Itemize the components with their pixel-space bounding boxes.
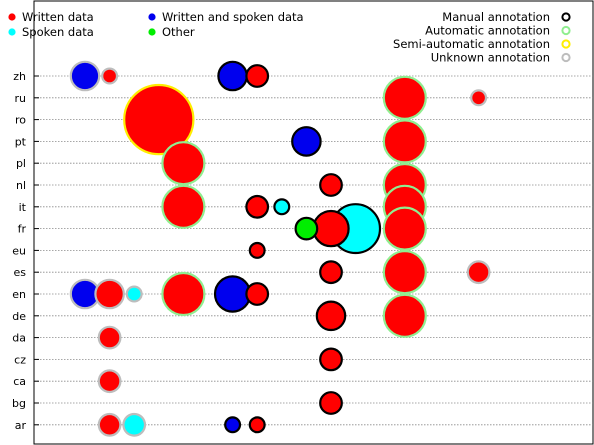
bubble-pl-5 (161, 141, 206, 186)
bubble-zh-7 (217, 60, 248, 92)
bubble-ru-17 (470, 89, 488, 107)
y-tick-label-fr: fr (18, 223, 27, 236)
y-tick-label-nl: nl (16, 179, 26, 192)
y-tick-label-pt: pt (15, 135, 27, 148)
bubble-nl-11 (319, 173, 343, 197)
bubble-ro-4 (123, 83, 195, 156)
y-tick-label-es: es (14, 266, 27, 279)
y-tick-label-zh: zh (13, 70, 26, 83)
y-tick-label-bg: bg (12, 397, 26, 410)
legend-label-unknown: Unknown annotation (431, 51, 550, 65)
y-tick-label-ca: ca (13, 375, 26, 388)
bubble-fr-10 (294, 216, 319, 241)
y-tick-label-en: en (12, 288, 26, 301)
y-tick-label-cz: cz (14, 353, 26, 366)
legend-dot-spoken (8, 28, 16, 36)
legend-label-manual: Manual annotation (442, 10, 550, 24)
y-axis-ticks: zh ru ro pt pl nl it fr eu es en de da cz ca bg ar (12, 70, 39, 432)
y-tick-label-de: de (12, 310, 26, 323)
bubble-da-2 (97, 325, 122, 350)
bubble-en-3 (125, 285, 143, 303)
legend-label-spoken: Spoken data (22, 25, 94, 39)
bubble-ar-8 (248, 416, 266, 434)
legend-dot-other (148, 28, 156, 36)
legend-label-written: Written data (22, 10, 94, 24)
bubble-it-9 (273, 198, 291, 216)
legend-label-other: Other (162, 25, 195, 39)
bubble-pt-10 (291, 126, 322, 157)
legend-ring-manual (561, 12, 571, 22)
y-tick-label-ar: ar (15, 419, 27, 432)
bubble-ca-2 (97, 369, 122, 394)
bubble-en-2 (94, 278, 125, 310)
legend-ring-semi-automatic (561, 39, 571, 49)
plot-frame (33, 0, 594, 445)
legend-dot-written-spoken (148, 13, 156, 21)
bubble-it-5 (161, 184, 206, 229)
bubble-zh-8 (245, 64, 270, 88)
legend-label-automatic: Automatic annotation (425, 24, 550, 38)
bubble-it-8 (245, 194, 270, 219)
bubble-ar-7 (224, 416, 242, 434)
legend-label-written-spoken: Written and spoken data (162, 10, 304, 24)
bubble-es-14 (382, 250, 427, 295)
legend-dot-written (8, 13, 16, 21)
legend: Written data Written and spoken data Spoke… (8, 10, 571, 65)
bubble-cz-11 (319, 347, 343, 372)
bubble-es-11 (319, 260, 343, 285)
y-tick-label-ru: ru (15, 92, 27, 105)
legend-ring-automatic (561, 25, 571, 36)
y-tick-label-eu: eu (12, 244, 26, 257)
legend-label-semi-automatic: Semi-automatic annotation (393, 37, 550, 51)
bubble-zh-1 (69, 60, 101, 92)
bubble-zh-2 (101, 67, 119, 85)
bubbles (69, 60, 491, 437)
bubble-de-14 (382, 293, 427, 338)
bubble-en-5 (161, 271, 206, 317)
bubble-en-8 (245, 282, 270, 306)
bubble-fr-14 (382, 206, 427, 251)
bubble-ar-2 (97, 412, 122, 437)
bubble-pt-14 (382, 119, 427, 164)
bubble-ru-14 (382, 75, 427, 120)
legend-ring-unknown (561, 52, 571, 63)
bubble-eu-8 (248, 241, 266, 259)
bubble-de-11 (315, 300, 347, 332)
y-tick-label-pl: pl (16, 157, 26, 170)
y-tick-label-ro: ro (15, 114, 26, 127)
bubble-es-17 (466, 260, 491, 285)
y-tick-label-it: it (19, 201, 27, 214)
bubble-en-7 (213, 275, 252, 313)
y-tick-label-da: da (12, 332, 26, 345)
bubble-bg-11 (319, 391, 343, 415)
bubble-ar-3 (122, 412, 147, 437)
bubble-fr-11 (312, 209, 350, 248)
